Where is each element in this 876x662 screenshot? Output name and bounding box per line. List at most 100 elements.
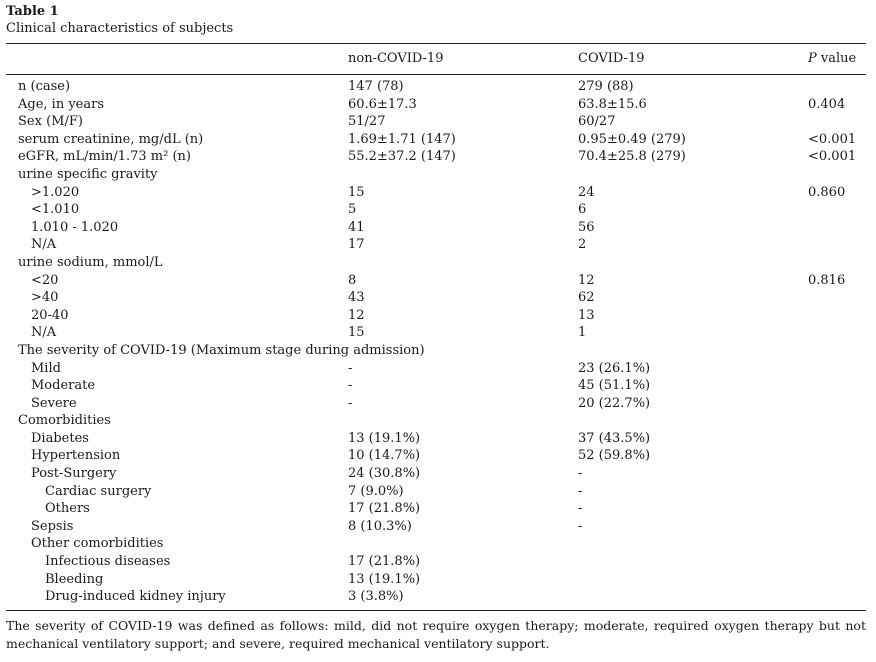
cell-v2: 56: [578, 219, 595, 235]
table-row: Sepsis 8 (10.3%) -: [0, 518, 876, 536]
table-row: N/A 15 1: [0, 324, 876, 342]
table-row: Moderate - 45 (51.1%): [0, 377, 876, 395]
table-row: <20 8 12 0.816: [0, 272, 876, 290]
cell-v1: -: [348, 378, 353, 394]
header-non-covid: non-COVID-19: [348, 51, 444, 66]
table-row: <1.010 5 6: [0, 201, 876, 219]
cell-v1: 5: [348, 202, 357, 218]
cell-v2: 60/27: [578, 114, 616, 130]
cell-v1: 3 (3.8%): [348, 589, 404, 605]
row-label: Others: [45, 501, 90, 517]
row-label: Drug-induced kidney injury: [45, 589, 226, 605]
row-label: Comorbidities: [18, 413, 111, 429]
table-row: Sex (M/F) 51/27 60/27: [0, 113, 876, 131]
row-label: urine sodium, mmol/L: [18, 254, 163, 270]
table-row: Infectious diseases 17 (21.8%): [0, 553, 876, 571]
row-label: Post-Surgery: [31, 466, 117, 482]
cell-v1: 13 (19.1%): [348, 571, 421, 587]
row-label: The severity of COVID-19 (Maximum stage …: [18, 342, 425, 358]
row-label: N/A: [31, 325, 57, 341]
row-label: Other comorbidities: [31, 536, 164, 552]
table-row: Severe - 20 (22.7%): [0, 395, 876, 413]
row-label: Moderate: [31, 378, 96, 394]
row-label: n (case): [18, 79, 71, 94]
table-row: The severity of COVID-19 (Maximum stage …: [0, 342, 876, 360]
header-p-rest: value: [816, 51, 857, 66]
cell-v1: 51/27: [348, 114, 386, 130]
cell-v2: 62: [578, 290, 595, 306]
row-label: Mild: [31, 360, 61, 376]
table-footnote: The severity of COVID-19 was defined as …: [6, 618, 866, 651]
cell-v1: 60.6±17.3: [348, 96, 417, 112]
table-title: Table 1: [6, 4, 59, 19]
cell-v2: 63.8±15.6: [578, 96, 647, 112]
header-p-letter: P: [808, 51, 817, 66]
cell-v1: 15: [348, 184, 365, 200]
row-label: Severe: [31, 395, 77, 411]
cell-v1: 8: [348, 272, 357, 288]
row-label: eGFR, mL/min/1.73 m² (n): [18, 149, 191, 165]
table-row: Cardiac surgery 7 (9.0%) -: [0, 483, 876, 501]
header-covid: COVID-19: [578, 51, 645, 66]
row-label: Infectious diseases: [45, 554, 171, 570]
header-p-value: P value: [808, 51, 856, 67]
table-row: eGFR, mL/min/1.73 m² (n) 55.2±37.2 (147) 7…: [0, 148, 876, 166]
cell-v2: 37 (43.5%): [578, 430, 651, 446]
table-row: n (case) 147 (78) 279 (88): [0, 78, 876, 96]
row-label: Bleeding: [45, 571, 104, 587]
table-row: Bleeding 13 (19.1%): [0, 571, 876, 589]
cell-v2: 24: [578, 184, 595, 200]
cell-v2: -: [578, 483, 583, 499]
row-label: Sex (M/F): [18, 114, 83, 130]
cell-v1: 43: [348, 290, 365, 306]
cell-v1: 10 (14.7%): [348, 448, 421, 464]
cell-v1: -: [348, 395, 353, 411]
cell-v1: -: [348, 360, 353, 376]
cell-v2: 2: [578, 237, 587, 253]
row-label: Hypertension: [31, 448, 121, 464]
row-label: urine specific gravity: [18, 166, 158, 182]
cell-v1: 24 (30.8%): [348, 466, 421, 482]
cell-v2: -: [578, 466, 583, 482]
table-row: >1.020 15 24 0.860: [0, 184, 876, 202]
cell-v2: -: [578, 518, 583, 534]
table-body: n (case) 147 (78) 279 (88) Age, in years 60.…: [0, 78, 876, 606]
cell-v2: 70.4±25.8 (279): [578, 149, 686, 165]
cell-v2: 6: [578, 202, 587, 218]
cell-v1: 147 (78): [348, 79, 404, 94]
row-label: <1.010: [31, 202, 80, 218]
cell-v1: 1.69±1.71 (147): [348, 131, 456, 147]
cell-v3: 0.860: [808, 184, 846, 200]
cell-v2: 0.95±0.49 (279): [578, 131, 686, 147]
table-row: Diabetes 13 (19.1%) 37 (43.5%): [0, 430, 876, 448]
header-rule: [6, 74, 866, 75]
row-label: <20: [31, 272, 59, 288]
table-row: Comorbidities: [0, 412, 876, 430]
row-label: 1.010 - 1.020: [31, 219, 119, 235]
table-row: N/A 17 2: [0, 236, 876, 254]
table-row: 20-40 12 13: [0, 307, 876, 325]
cell-v1: 17 (21.8%): [348, 554, 421, 570]
cell-v2: -: [578, 501, 583, 517]
table-row: Post-Surgery 24 (30.8%) -: [0, 465, 876, 483]
cell-v3: 0.816: [808, 272, 846, 288]
table-row: Other comorbidities: [0, 535, 876, 553]
cell-v2: 1: [578, 325, 587, 341]
cell-v3: <0.001: [808, 131, 857, 147]
cell-v1: 15: [348, 325, 365, 341]
row-label: N/A: [31, 237, 57, 253]
table-row: Mild - 23 (26.1%): [0, 360, 876, 378]
cell-v1: 12: [348, 307, 365, 323]
table-row: 1.010 - 1.020 41 56: [0, 219, 876, 237]
table-row: >40 43 62: [0, 289, 876, 307]
table-row: serum creatinine, mg/dL (n) 1.69±1.71 (14…: [0, 131, 876, 149]
row-label: serum creatinine, mg/dL (n): [18, 131, 204, 147]
cell-v1: 41: [348, 219, 365, 235]
row-label: >1.020: [31, 184, 80, 200]
table-row: Hypertension 10 (14.7%) 52 (59.8%): [0, 447, 876, 465]
row-label: Sepsis: [31, 518, 74, 534]
cell-v1: 8 (10.3%): [348, 518, 412, 534]
row-label: >40: [31, 290, 59, 306]
cell-v1: 17 (21.8%): [348, 501, 421, 517]
row-label: Diabetes: [31, 430, 89, 446]
